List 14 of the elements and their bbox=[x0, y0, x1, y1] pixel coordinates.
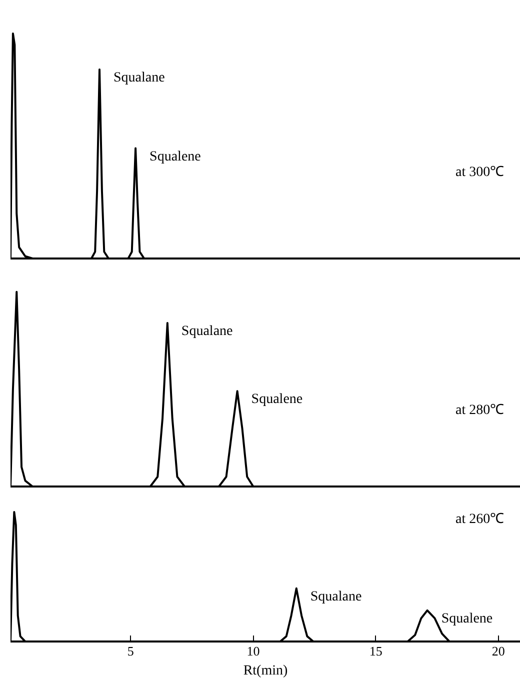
annotation: Squalane bbox=[310, 589, 362, 604]
x-tick-label: 15 bbox=[369, 644, 382, 658]
x-tick-label: 10 bbox=[246, 644, 260, 658]
x-tick-label: 5 bbox=[127, 644, 134, 658]
annotation: Squalene bbox=[150, 149, 201, 164]
annotation: at 280℃ bbox=[456, 403, 504, 418]
annotation: at 260℃ bbox=[456, 512, 504, 527]
x-axis-title: Rt(min) bbox=[243, 664, 288, 678]
annotation: Squalene bbox=[251, 392, 303, 408]
annotation: Squalane bbox=[181, 324, 233, 339]
annotation: Squalene bbox=[441, 611, 493, 626]
annotation: at 300℃ bbox=[456, 164, 504, 180]
annotation: Squalane bbox=[114, 70, 165, 86]
x-tick-label: 20 bbox=[492, 644, 505, 658]
